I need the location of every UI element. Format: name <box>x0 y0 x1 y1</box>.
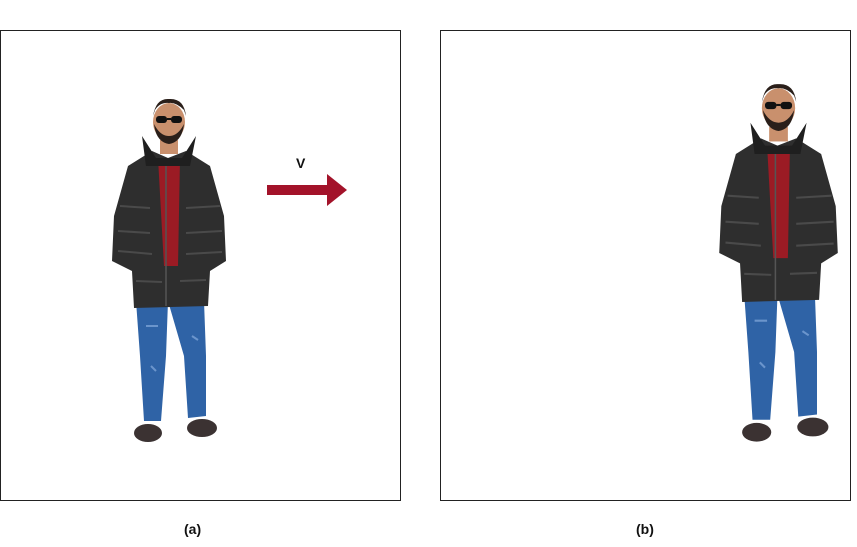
caption-a: (a) <box>184 521 202 537</box>
panel-a <box>0 30 401 501</box>
caption-b: (b) <box>636 521 654 537</box>
velocity-label: V <box>296 155 306 171</box>
person-figure-b <box>719 84 838 442</box>
panel-b <box>440 30 851 501</box>
velocity-arrow-icon <box>267 174 347 206</box>
person-figure-a <box>112 98 226 442</box>
